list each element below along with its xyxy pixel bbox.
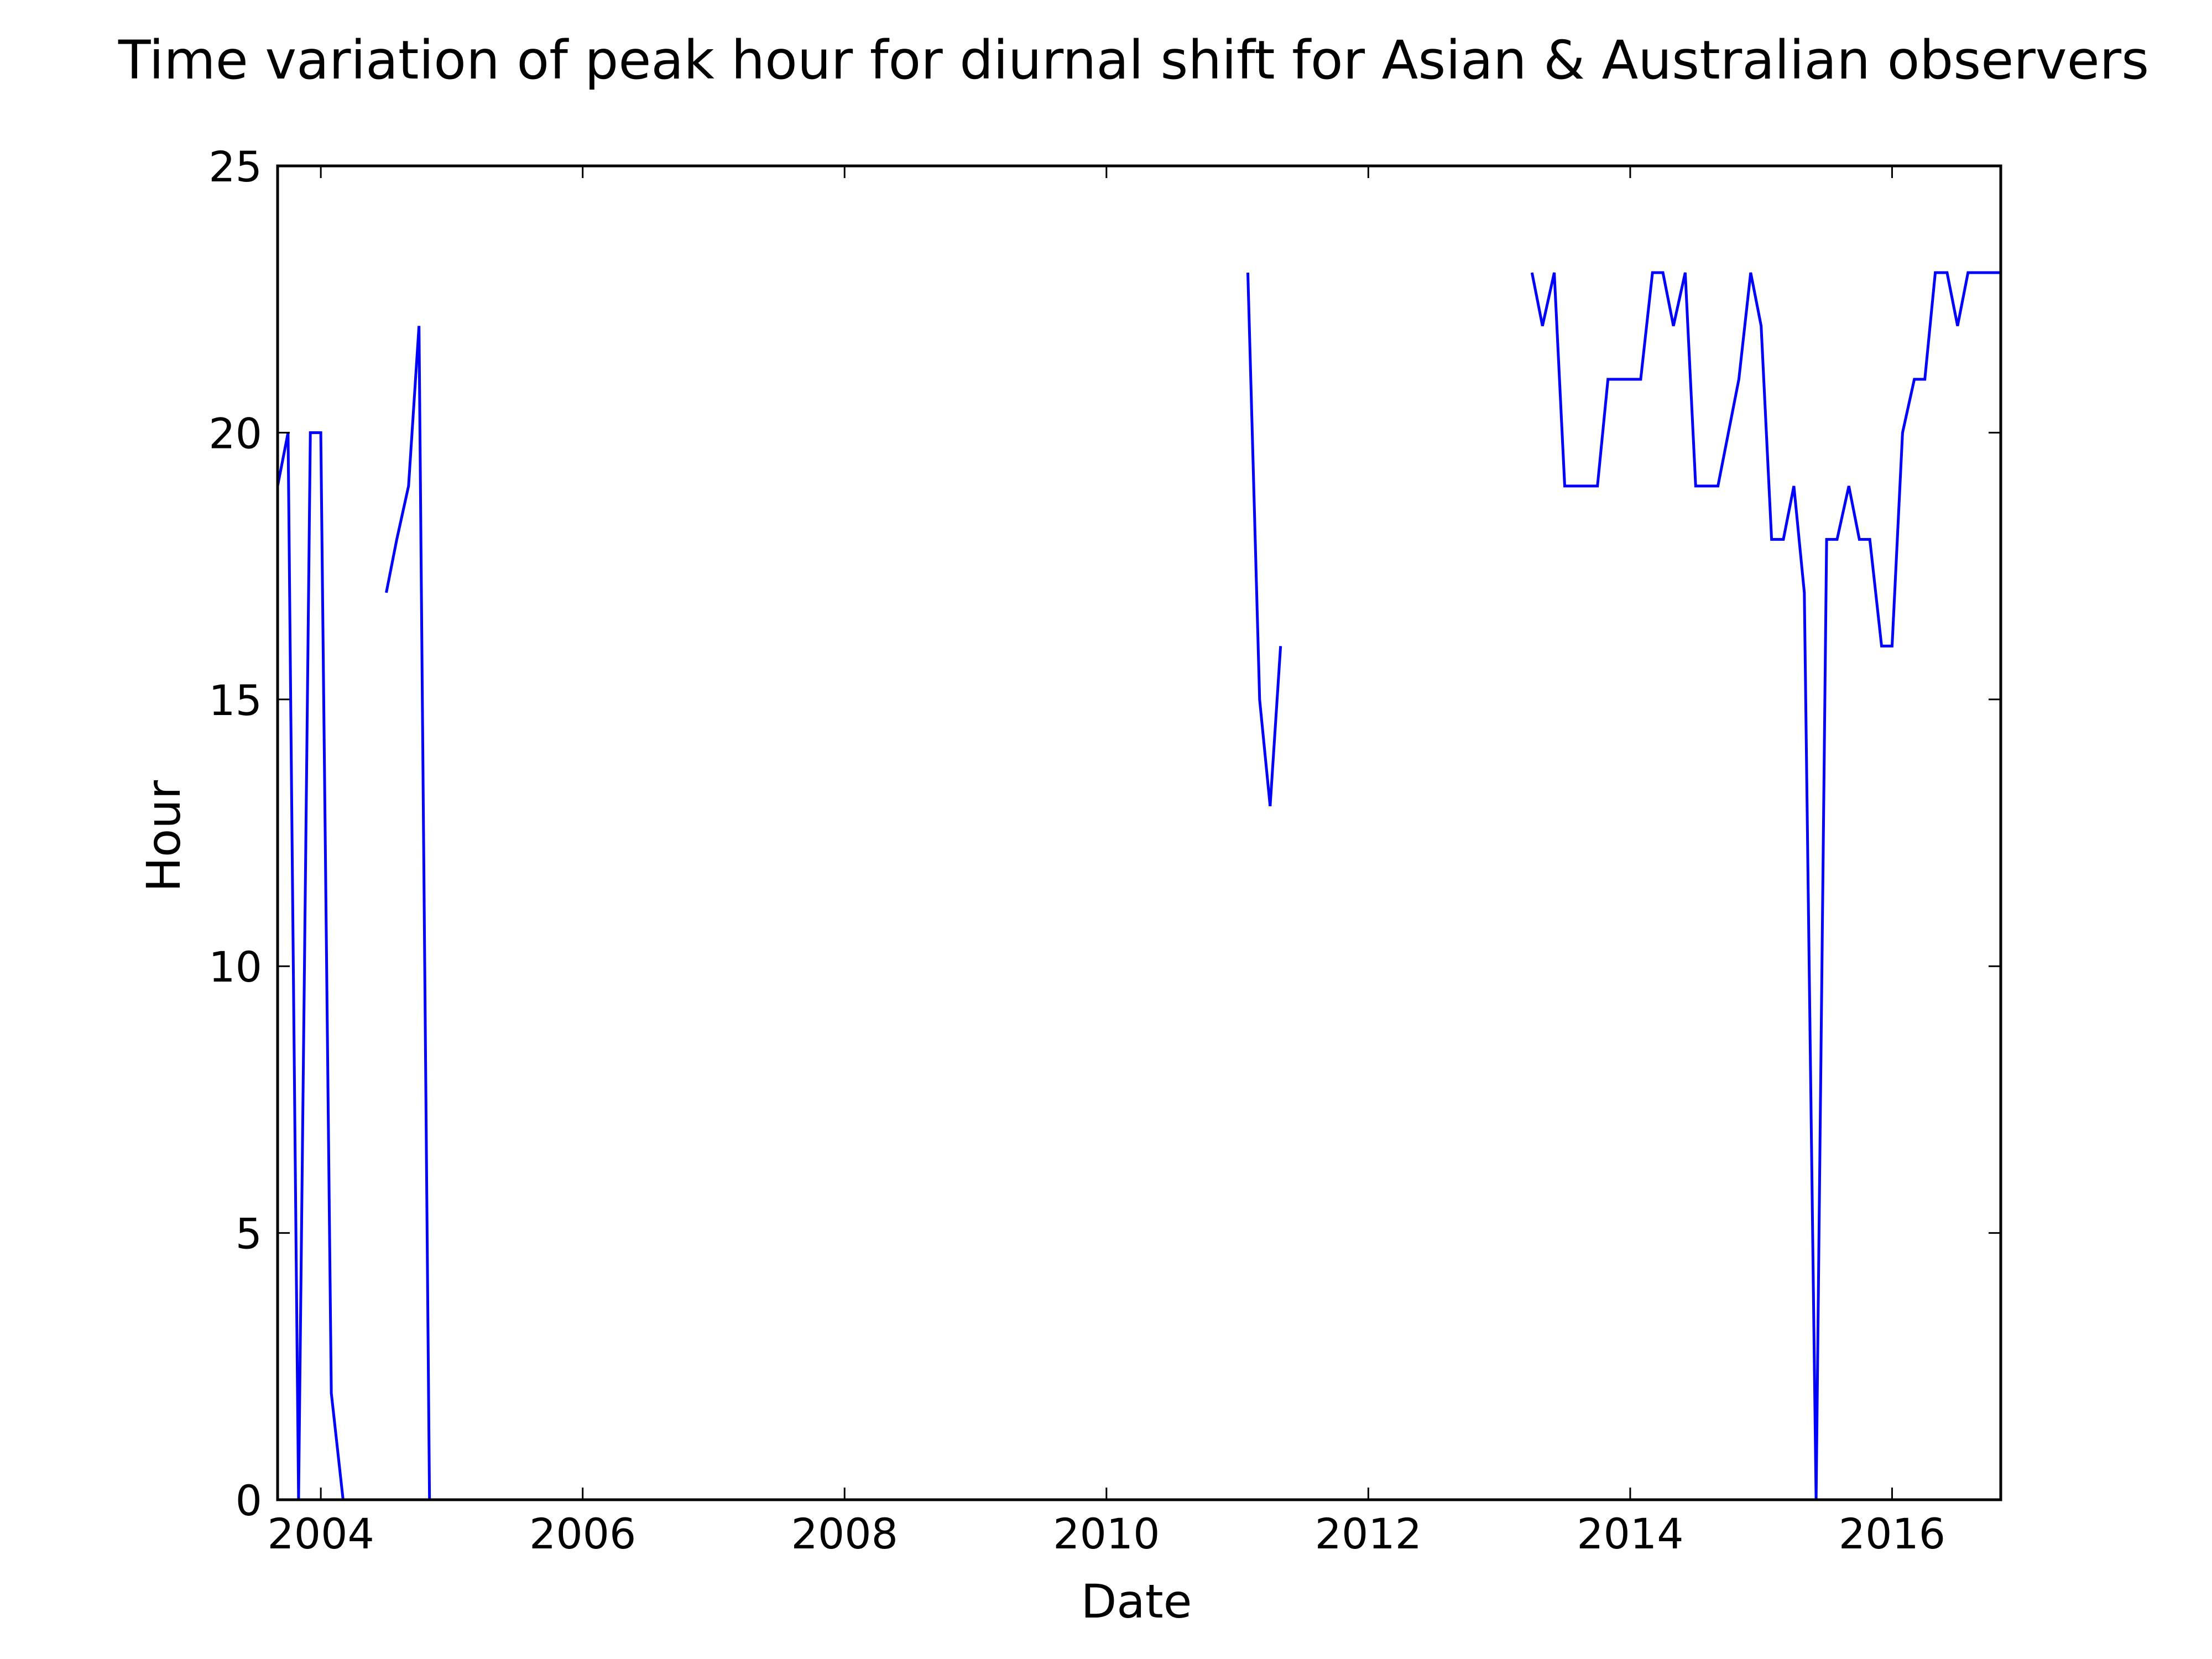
plot-lines	[276, 271, 2001, 1500]
y-tick-label: 10	[208, 942, 262, 992]
series-line-segment	[385, 326, 431, 1500]
chart-title: Time variation of peak hour for diurnal …	[118, 29, 2149, 91]
x-tick-label: 2016	[1839, 1509, 1945, 1558]
y-tick-label: 25	[208, 142, 262, 191]
tick-labels: 2004 2006 2008 2010 2012 2014 2016 0 5 10 15 20 25	[208, 142, 1945, 1558]
x-tick-label: 2006	[529, 1509, 636, 1558]
plot-frame	[276, 164, 2002, 1501]
y-tick-label: 5	[236, 1209, 262, 1259]
x-tick-label: 2014	[1577, 1509, 1683, 1558]
x-tick-label: 2004	[267, 1509, 374, 1558]
x-axis-label: Date	[1081, 1574, 1192, 1629]
y-tick-label: 0	[236, 1476, 262, 1525]
series-line-segment	[1530, 271, 2001, 1500]
x-tick-label: 2008	[791, 1509, 898, 1558]
y-tick-label: 15	[208, 676, 262, 725]
y-axis-label: Hour	[137, 780, 191, 892]
series-line-segment	[1246, 272, 1282, 807]
x-tick-label: 2012	[1315, 1509, 1422, 1558]
y-tick-label: 20	[208, 409, 262, 458]
x-tick-label: 2010	[1053, 1509, 1160, 1558]
